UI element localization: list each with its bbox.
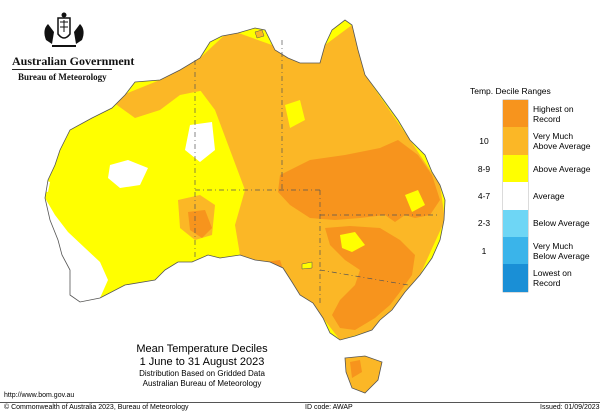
- legend-swatch: [503, 182, 528, 210]
- legend-swatch: [503, 209, 528, 237]
- tasmania-highest-on-record-region: [350, 360, 362, 378]
- map-distribution-note: Distribution Based on Gridded Data: [139, 369, 265, 378]
- map-source: Australian Bureau of Meteorology: [142, 379, 262, 388]
- header-divider: [12, 69, 112, 70]
- legend-code: 4-7: [477, 190, 491, 201]
- west-average-patch: [108, 160, 148, 188]
- legend-code: 2-3: [477, 218, 491, 229]
- legend-label: Very Much Below Average: [533, 240, 590, 261]
- central-average-patch: [185, 122, 215, 162]
- legend-swatch: [503, 100, 528, 128]
- qld-above-average-pocket: [405, 190, 425, 212]
- legend-label: Above Average: [533, 163, 591, 174]
- legend-code: 1: [481, 245, 487, 256]
- kangaroo-island: [301, 261, 313, 270]
- queensland-highest-on-record-region: [278, 140, 440, 222]
- map-date-range: 1 June to 31 August 2023: [139, 356, 265, 368]
- state-borders: [194, 40, 440, 305]
- tiwi-islands: [254, 29, 265, 39]
- map-title: Mean Temperature Deciles: [136, 343, 268, 355]
- agency-name: Bureau of Meteorology: [18, 72, 107, 82]
- footer-id-code: ID code: AWAP: [305, 404, 353, 411]
- nsw-above-average-pocket: [340, 232, 365, 252]
- north-west-very-much-above-average-region: [110, 58, 205, 118]
- south-west-average-region: [45, 198, 108, 302]
- tasmania-very-much-above-average-region: [344, 355, 383, 394]
- legend-label: Very Much Above Average: [533, 131, 591, 152]
- legend-swatch: [503, 237, 528, 265]
- footer-copyright: © Commonwealth of Australia 2023, Bureau…: [4, 404, 189, 411]
- legend-code: 8-9: [477, 163, 491, 174]
- legend-code: 10: [479, 136, 489, 147]
- map-title-block: Mean Temperature Deciles 1 June to 31 Au…: [118, 343, 286, 389]
- legend-swatch: [503, 264, 528, 292]
- footer-url[interactable]: http://www.bom.gov.au: [4, 392, 75, 399]
- legend-label: Below Average: [533, 218, 590, 229]
- central-west-highest-on-record-region: [188, 210, 212, 238]
- legend-label: Highest on Record: [533, 103, 574, 124]
- legend-label: Average: [533, 190, 565, 201]
- south-east-highest-on-record-region: [325, 226, 415, 330]
- nt-above-average-pocket: [285, 100, 305, 128]
- footer-issued-date: Issued: 01/09/2023: [540, 404, 600, 411]
- legend-swatch: [503, 127, 528, 155]
- coat-of-arms-icon: [44, 12, 84, 47]
- footer-divider: [0, 402, 600, 403]
- legend-swatch: [503, 154, 528, 183]
- government-name: Australian Government: [12, 54, 135, 68]
- legend-title: Temp. Decile Ranges: [470, 86, 551, 96]
- legend-label: Lowest on Record: [533, 268, 572, 289]
